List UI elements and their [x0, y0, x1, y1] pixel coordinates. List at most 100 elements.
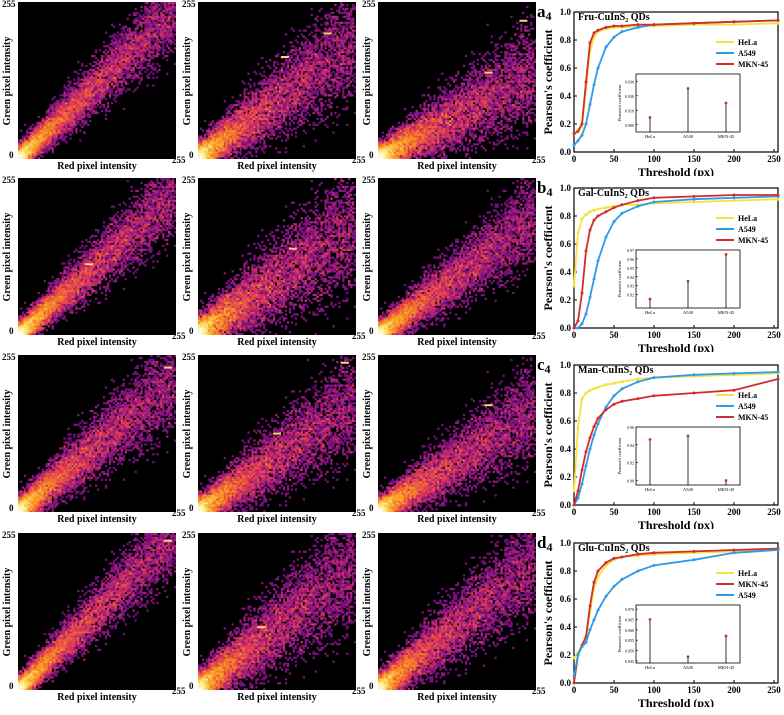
y-tick-label: 0.2	[560, 472, 572, 482]
series-point-a549	[580, 482, 584, 486]
legend-label: HeLa	[738, 38, 757, 47]
y-tick-label: 0.0	[560, 500, 572, 510]
y-tick-label: 0.6	[560, 416, 572, 426]
x-tick-label: 200	[727, 685, 741, 695]
y-axis-label: Green pixel intensity	[182, 21, 194, 141]
scatter-outlier-cluster	[257, 626, 266, 629]
series-point-hela	[576, 426, 580, 430]
y-axis-title: Pearson's coefficient	[541, 30, 555, 135]
inset-y-tick-label: 0.94	[627, 275, 634, 280]
series-point-mkn-45	[588, 604, 592, 608]
y-tick-label: 0.8	[560, 35, 572, 45]
line-chart-svg: 0 50 100 150 200 250 0.0 0.2 0.4 0.6 0.8 1.0 Thresho…	[541, 183, 781, 355]
y-axis-label: Green pixel intensity	[182, 374, 194, 494]
series-point-hela	[596, 207, 600, 211]
axis-tick-xmax: 255	[532, 156, 546, 165]
line-chart-svg: 0 50 100 150 200 250 0.0 0.2 0.4 0.6 0.8 1.0 Thresho…	[541, 538, 781, 710]
scatter-outlier-cluster	[484, 404, 493, 407]
series-point-a549	[692, 197, 696, 201]
series-point-mkn-45	[692, 391, 696, 395]
series-point-hela	[732, 199, 736, 203]
x-axis-label: Red pixel intensity	[198, 337, 356, 348]
panel-label-letter: b	[182, 180, 191, 199]
series-point-a549	[576, 139, 580, 143]
scatter-outlier-cluster	[519, 19, 528, 22]
panel-label-c2: c2	[182, 358, 196, 380]
y-tick-label: 1.0	[560, 538, 572, 548]
series-point-a549	[604, 594, 608, 598]
y-tick-label: 0.0	[560, 323, 572, 333]
series-point-a549	[636, 25, 640, 29]
scatter-density	[18, 2, 176, 159]
panel-label-b2: b2	[182, 181, 197, 203]
panel-label-letter: b	[2, 180, 11, 199]
axis-tick-ymax: 255	[2, 176, 16, 185]
x-axis-label: Red pixel intensity	[378, 337, 536, 348]
axis-tick-ymax: 255	[182, 353, 196, 362]
axis-tick-xmax: 255	[172, 332, 186, 341]
series-point-a549	[732, 196, 736, 200]
inset-y-tick-label: 0.945	[625, 659, 634, 664]
panel-label-letter: c	[537, 355, 545, 374]
axis-tick-xmax: 255	[352, 332, 366, 341]
panel-label-sub: 1	[10, 364, 16, 378]
x-axis-label: Red pixel intensity	[18, 161, 176, 172]
inset-category-label: HeLa	[645, 665, 655, 670]
panel-label-letter: a	[182, 4, 191, 23]
inset-y-tick-label: 0.96	[627, 257, 634, 262]
inset-y-tick-label: 0.90	[627, 479, 634, 484]
axis-tick-ymax: 255	[182, 176, 196, 185]
x-axis-label: Red pixel intensity	[18, 514, 176, 525]
series-point-mkn-45	[732, 548, 736, 552]
series-point-mkn-45	[636, 397, 640, 401]
series-point-a549	[584, 640, 588, 644]
series-point-mkn-45	[732, 20, 736, 24]
y-axis-title: Pearson's coefficient	[541, 206, 555, 311]
inset-y-tick-label: 0.93	[627, 284, 634, 289]
panel-label-letter: d	[362, 535, 371, 554]
y-axis-label: Green pixel intensity	[2, 21, 14, 141]
inset-point	[686, 87, 690, 90]
series-point-mkn-45	[776, 18, 780, 22]
series-point-hela	[776, 21, 780, 25]
axis-tick-origin: 0	[9, 504, 14, 513]
axis-tick-origin: 0	[9, 151, 14, 160]
series-point-mkn-45	[652, 196, 656, 200]
x-axis-label: Red pixel intensity	[378, 514, 536, 525]
panel-label-letter: c	[182, 357, 190, 376]
panel-label-sub: 3	[371, 11, 377, 25]
y-axis-label: Green pixel intensity	[362, 374, 374, 494]
y-tick-label: 0.2	[560, 295, 572, 305]
x-axis-label: Red pixel intensity	[198, 692, 356, 703]
series-point-hela	[584, 213, 588, 217]
inset-point	[686, 655, 690, 659]
legend-label: MKN-45	[738, 580, 768, 589]
scatter-outlier-cluster	[323, 32, 332, 35]
inset-category-label: A549	[683, 134, 694, 139]
plot-frame	[573, 187, 779, 329]
axis-tick-xmax: 255	[532, 509, 546, 518]
legend-label: A549	[738, 402, 756, 411]
inset-category-label: A549	[683, 665, 694, 670]
series-point-mkn-45	[604, 408, 608, 412]
series-point-a549	[572, 143, 576, 147]
panel-label-a4: a4	[537, 3, 552, 25]
panel-label-letter: b	[362, 180, 371, 199]
panel-label-letter: d	[2, 535, 11, 554]
series-point-hela	[572, 489, 576, 493]
inset-category-label: A549	[683, 310, 694, 315]
panel-label-letter: a	[362, 4, 371, 23]
series-point-mkn-45	[692, 549, 696, 553]
series-point-mkn-45	[692, 194, 696, 198]
series-point-a549	[592, 83, 596, 87]
inset-point	[648, 438, 652, 441]
plot-frame	[573, 364, 779, 506]
y-tick-label: 1.0	[560, 7, 572, 17]
x-tick-label: 150	[687, 330, 701, 340]
y-axis-label: Green pixel intensity	[182, 552, 194, 672]
series-point-a549	[636, 204, 640, 208]
series-point-mkn-45	[584, 450, 588, 454]
series-point-hela	[588, 210, 592, 214]
series-point-mkn-45	[588, 436, 592, 440]
panel-label-c4: c4	[537, 356, 551, 378]
